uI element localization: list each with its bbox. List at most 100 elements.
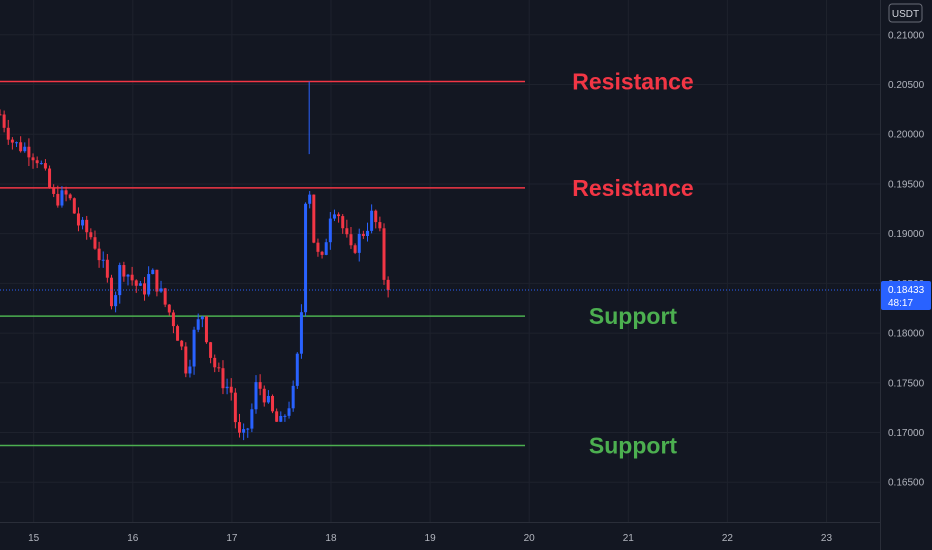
y-tick-label: 0.19000 (888, 229, 925, 240)
candle-body (283, 415, 287, 417)
candle-body (353, 245, 357, 253)
candle-body (68, 194, 72, 199)
candle-body (308, 194, 312, 204)
candle-body (10, 139, 14, 143)
x-tick-label: 18 (325, 533, 337, 544)
candle-body (6, 127, 10, 140)
candle-body (105, 259, 109, 278)
candle-body (64, 190, 68, 195)
candle-body (19, 142, 23, 152)
level-labels: Resistance Resistance Support Support (572, 69, 693, 459)
candle-body (312, 194, 316, 243)
candle-body (279, 416, 283, 422)
y-tick-label: 0.16500 (888, 478, 925, 489)
y-tick-label: 0.17000 (888, 428, 925, 439)
candle-body (242, 429, 246, 433)
current-price-marker: 0.18433 48:17 (881, 281, 931, 311)
support-label: Support (589, 303, 677, 329)
candle-body (217, 367, 221, 369)
candle-body (143, 283, 147, 295)
current-price-label: 0.18433 (888, 285, 925, 296)
candle-body (134, 280, 138, 286)
currency-unit-label: USDT (892, 9, 919, 20)
x-tick-label: 15 (28, 533, 40, 544)
candle-body (262, 388, 266, 403)
candle-body (43, 163, 47, 169)
candle-body (225, 386, 229, 389)
candle-body (254, 382, 258, 410)
candle-body (221, 368, 225, 389)
y-tick-label: 0.19500 (888, 179, 925, 190)
candle-body (85, 219, 89, 233)
candle-body (60, 190, 64, 206)
candle-body (176, 326, 180, 341)
candle-body (23, 146, 27, 152)
y-tick-label: 0.18000 (888, 329, 925, 340)
candle-body (31, 157, 35, 161)
y-tick-label: 0.17500 (888, 378, 925, 389)
candle-body (295, 353, 299, 386)
y-tick-label: 0.20000 (888, 130, 925, 141)
candle-body (171, 312, 175, 327)
candle-body (89, 232, 93, 238)
candle-body (275, 411, 279, 422)
level-lines (0, 80, 525, 447)
candle-body (15, 142, 19, 144)
candle-body (200, 316, 204, 320)
grid (0, 0, 880, 522)
y-tick-label: 0.20500 (888, 80, 925, 91)
candle-body (0, 114, 2, 116)
candle-body (2, 114, 6, 128)
y-tick-label: 0.21000 (888, 30, 925, 41)
candle-body (101, 259, 105, 261)
candle-body (147, 274, 151, 295)
candle-body (341, 216, 345, 229)
candle-body (304, 203, 308, 313)
x-tick-label: 21 (623, 533, 635, 544)
candle-body (345, 228, 349, 235)
support-label: Support (589, 432, 677, 458)
candle-body (271, 395, 275, 412)
candle-body (130, 274, 134, 281)
candle-body (250, 409, 254, 429)
candle-body (237, 422, 241, 433)
candle-body (138, 283, 142, 286)
candle-body (386, 279, 390, 291)
candle-body (374, 210, 378, 223)
candle-body (320, 251, 324, 255)
candle-body (332, 214, 336, 219)
candle-body (266, 395, 270, 403)
candle-body (56, 193, 60, 206)
candle-body (258, 382, 262, 389)
x-tick-label: 22 (722, 533, 734, 544)
candle-body (35, 160, 39, 164)
currency-unit-button[interactable]: USDT (888, 3, 923, 23)
candle-body (122, 265, 126, 277)
candle-body (167, 304, 171, 313)
candle-body (126, 274, 130, 277)
candle-body (365, 230, 369, 237)
x-tick-label: 23 (821, 533, 833, 544)
candle-body (337, 214, 341, 217)
candle-body (48, 168, 52, 188)
candle-countdown-label: 48:17 (888, 298, 913, 309)
candle-body (209, 342, 213, 358)
y-axis-ticks: 0.210000.205000.200000.195000.190000.185… (888, 30, 925, 488)
candle-body (155, 269, 159, 292)
candles (0, 81, 390, 441)
candle-body (291, 385, 295, 409)
candle-body (213, 357, 217, 368)
candle-body (349, 234, 353, 246)
candle-body (118, 265, 122, 296)
candle-body (192, 329, 196, 367)
candle-body (72, 198, 76, 214)
candle-body (52, 187, 56, 194)
candle-body (246, 428, 250, 430)
candle-body (114, 295, 118, 307)
candle-body (382, 228, 386, 280)
candle-body (357, 233, 361, 253)
candle-body (163, 288, 167, 305)
x-axis-ticks: 15 16 17 18 19 20 21 22 23 (28, 533, 832, 544)
candle-body (324, 242, 328, 255)
